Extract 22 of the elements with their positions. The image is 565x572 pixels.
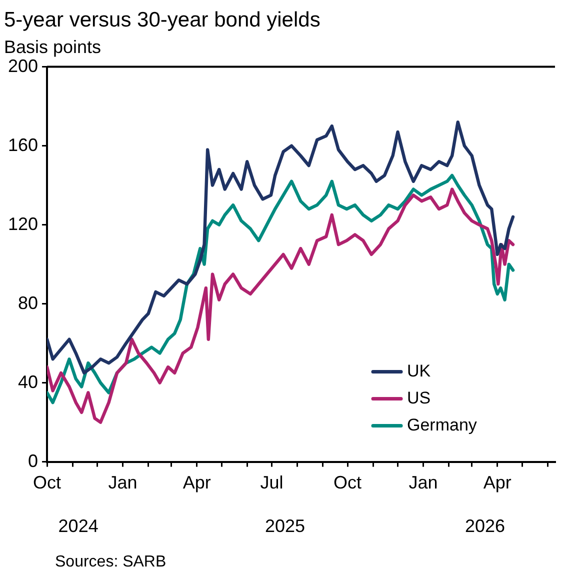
legend-label: US — [407, 388, 431, 408]
y-tick-label: 160 — [8, 134, 38, 155]
x2-tick-label: 2024 — [58, 516, 98, 536]
y-tick-label: 80 — [18, 292, 38, 313]
x-tick-label: Jan — [408, 472, 438, 493]
x-tick-label: Jul — [260, 472, 284, 493]
y-tick-label: 120 — [8, 214, 38, 234]
source-note: Sources: SARB — [55, 553, 166, 570]
x-tick-label: Apr — [182, 472, 211, 493]
x2-tick-label: 2026 — [464, 516, 506, 536]
y-tick-label: 40 — [18, 372, 38, 392]
x-tick-label: Jan — [108, 472, 138, 493]
chart-subtitle: Basis points — [4, 36, 102, 57]
x2-tick-label: 2025 — [264, 516, 305, 536]
legend-label: UK — [407, 361, 432, 380]
x-tick-label: Oct — [33, 472, 62, 493]
x-tick-label: Apr — [483, 472, 512, 493]
legend-label: Germany — [407, 415, 478, 434]
chart-title: 5-year versus 30-year bond yields — [4, 8, 320, 32]
y-tick-label: 0 — [28, 450, 38, 471]
x-tick-label: Oct — [334, 472, 362, 493]
y-tick-label: 200 — [8, 56, 38, 76]
